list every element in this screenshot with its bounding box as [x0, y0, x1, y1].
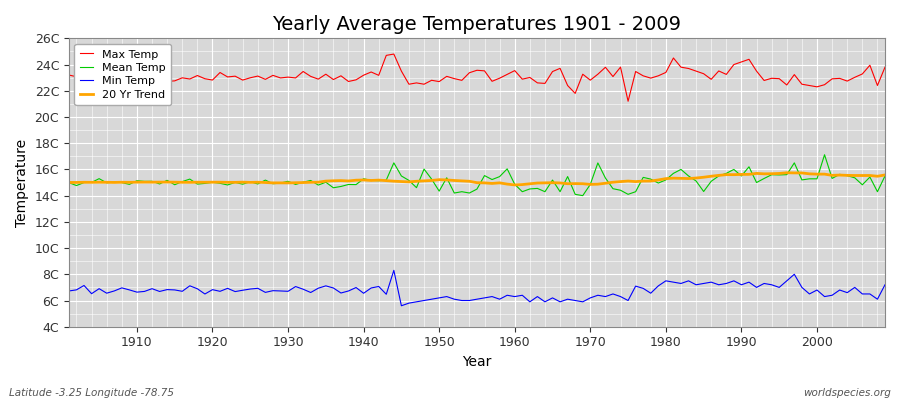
- Min Temp: [517, 293, 527, 298]
- 20 Yr Trend: [336, 178, 346, 183]
- Line: Max Temp: Max Temp: [69, 54, 885, 101]
- Min Temp: [124, 288, 135, 292]
- Min Temp: [615, 294, 626, 299]
- Min Temp: [396, 303, 407, 308]
- 20 Yr Trend: [124, 180, 135, 185]
- Min Temp: [389, 268, 400, 273]
- 20 Yr Trend: [608, 180, 618, 185]
- Mean Temp: [336, 184, 346, 189]
- Max Temp: [389, 52, 400, 56]
- 20 Yr Trend: [517, 182, 527, 187]
- 20 Yr Trend: [879, 172, 890, 177]
- Text: Latitude -3.25 Longitude -78.75: Latitude -3.25 Longitude -78.75: [9, 388, 174, 398]
- Text: worldspecies.org: worldspecies.org: [803, 388, 891, 398]
- Title: Yearly Average Temperatures 1901 - 2009: Yearly Average Temperatures 1901 - 2009: [273, 15, 681, 34]
- Max Temp: [290, 76, 301, 80]
- Min Temp: [879, 282, 890, 287]
- Mean Temp: [577, 193, 588, 198]
- Max Temp: [517, 77, 527, 82]
- 20 Yr Trend: [502, 182, 513, 186]
- Line: Mean Temp: Mean Temp: [69, 155, 885, 196]
- Max Temp: [336, 74, 346, 78]
- Mean Temp: [124, 182, 135, 187]
- Max Temp: [879, 65, 890, 70]
- Max Temp: [509, 68, 520, 73]
- Min Temp: [525, 300, 535, 304]
- Mean Temp: [608, 186, 618, 191]
- Legend: Max Temp, Mean Temp, Min Temp, 20 Yr Trend: Max Temp, Mean Temp, Min Temp, 20 Yr Tre…: [75, 44, 171, 106]
- Line: 20 Yr Trend: 20 Yr Trend: [69, 173, 885, 185]
- Mean Temp: [502, 166, 513, 171]
- Mean Temp: [64, 180, 75, 185]
- Y-axis label: Temperature: Temperature: [15, 138, 29, 226]
- Min Temp: [336, 291, 346, 296]
- Min Temp: [290, 284, 301, 289]
- X-axis label: Year: Year: [463, 355, 491, 369]
- 20 Yr Trend: [781, 170, 792, 175]
- 20 Yr Trend: [509, 182, 520, 187]
- Max Temp: [64, 73, 75, 78]
- Max Temp: [124, 75, 135, 80]
- Mean Temp: [290, 182, 301, 187]
- Mean Temp: [819, 152, 830, 157]
- Mean Temp: [509, 182, 520, 187]
- Max Temp: [623, 99, 634, 104]
- Line: Min Temp: Min Temp: [69, 270, 885, 306]
- Mean Temp: [879, 174, 890, 178]
- 20 Yr Trend: [64, 180, 75, 185]
- Min Temp: [64, 288, 75, 293]
- 20 Yr Trend: [290, 180, 301, 185]
- Max Temp: [608, 74, 618, 79]
